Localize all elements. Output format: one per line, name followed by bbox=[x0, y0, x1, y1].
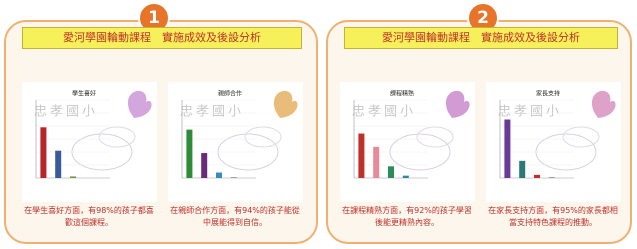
bar-chart: 忠孝國小 課程精熟 bbox=[340, 82, 475, 202]
bar-chart: 忠孝國小 親師合作 bbox=[168, 82, 303, 202]
bar bbox=[534, 175, 540, 178]
bar bbox=[40, 127, 46, 178]
watermark: 忠孝國小 bbox=[34, 105, 98, 120]
bar bbox=[201, 153, 207, 178]
page: 1 2 愛河學園輪動課程 實施成效及後設分析 愛河學園輪動課程 實施成效及後設分… bbox=[0, 0, 637, 249]
chart-title: 學生喜好 bbox=[72, 90, 96, 98]
caption: 在家長支持方面，有95%的家長都相當支持特色課程的推動。 bbox=[488, 205, 618, 229]
chart-title: 家長支持 bbox=[536, 90, 560, 98]
bar bbox=[388, 166, 394, 178]
watermark: 忠孝國小 bbox=[180, 105, 244, 120]
bar bbox=[70, 176, 76, 178]
chart-title: 親師合作 bbox=[218, 90, 242, 98]
bar bbox=[373, 147, 379, 178]
caption: 在學生喜好方面，有98%的孩子都喜歡這個課程。 bbox=[24, 205, 154, 229]
bar bbox=[216, 173, 222, 178]
bar bbox=[55, 151, 61, 178]
panel-title: 愛河學園輪動課程 實施成效及後設分析 bbox=[344, 27, 618, 49]
bar-chart: 忠孝國小 家長支持 bbox=[486, 82, 621, 202]
caption: 在親師合作方面，有94%的孩子能從中展能得到自信。 bbox=[170, 205, 300, 229]
bar bbox=[186, 130, 192, 178]
chart-title: 課程精熟 bbox=[390, 90, 414, 98]
panel-title: 愛河學園輪動課程 實施成效及後設分析 bbox=[22, 27, 302, 49]
watermark: 忠孝國小 bbox=[498, 105, 562, 120]
bar bbox=[358, 134, 364, 178]
bar-chart: 忠孝國小 學生喜好 bbox=[22, 82, 157, 202]
bar bbox=[504, 120, 510, 179]
bar bbox=[519, 161, 525, 178]
bar bbox=[231, 177, 237, 178]
caption: 在課程精熟方面，有92%的孩子學習後能更精熟內容。 bbox=[342, 205, 472, 229]
watermark: 忠孝國小 bbox=[352, 105, 416, 120]
bar bbox=[549, 177, 555, 178]
bar bbox=[403, 176, 409, 178]
